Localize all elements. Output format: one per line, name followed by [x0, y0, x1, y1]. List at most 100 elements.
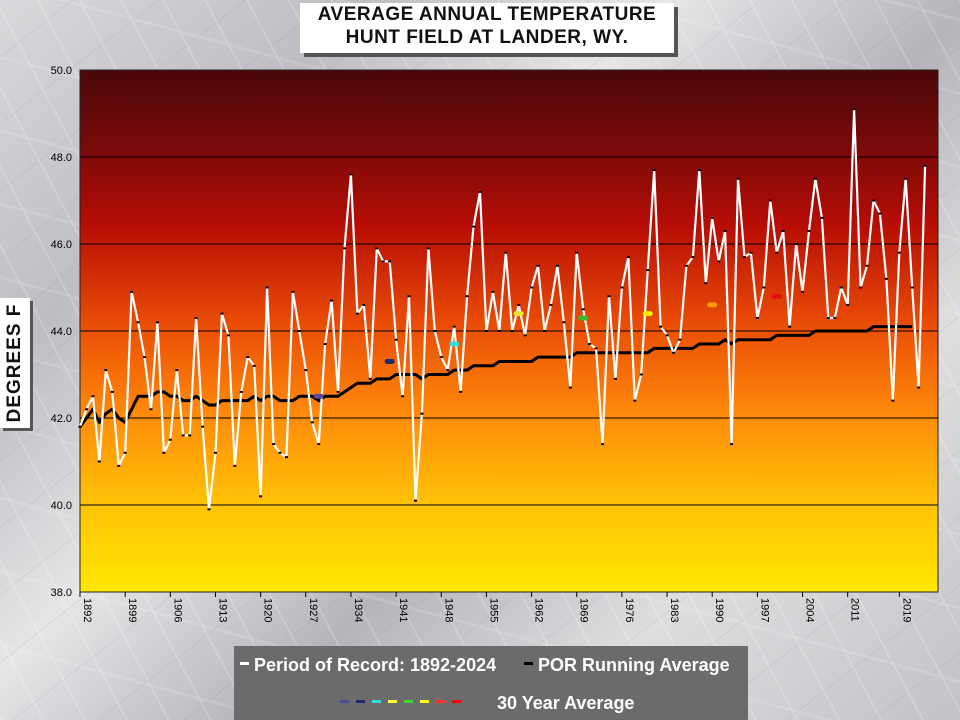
y-tick-label: 40.0	[51, 500, 72, 512]
data-point	[781, 229, 785, 232]
x-tick-label: 2019	[900, 598, 912, 622]
x-tick-label: 1948	[442, 598, 454, 622]
data-point	[768, 199, 772, 202]
data-point	[594, 347, 598, 350]
data-point	[381, 260, 385, 263]
data-point	[259, 495, 263, 498]
data-point	[233, 464, 237, 467]
x-tick-label: 1976	[623, 598, 635, 622]
data-point	[84, 408, 88, 411]
data-point	[839, 286, 843, 289]
data-point	[549, 303, 553, 306]
data-point	[646, 269, 650, 272]
chart-title: AVERAGE ANNUAL TEMPERATURE	[317, 4, 657, 25]
data-point	[155, 321, 159, 324]
data-point	[278, 451, 282, 454]
data-point	[517, 303, 521, 306]
legend-swatch-30yr	[404, 700, 413, 703]
data-point	[684, 264, 688, 267]
y-axis-label-box: DEGREES F	[0, 298, 30, 428]
y-tick-label: 44.0	[51, 326, 72, 338]
x-tick-label: 1955	[487, 598, 499, 622]
x-tick-label: 1969	[578, 598, 590, 622]
data-point	[368, 377, 372, 380]
data-point	[820, 216, 824, 219]
data-point	[401, 395, 405, 398]
data-point	[284, 456, 288, 459]
data-point	[510, 330, 514, 332]
data-point	[749, 251, 753, 254]
data-point	[672, 351, 676, 354]
data-point	[762, 286, 766, 289]
data-point	[446, 369, 450, 372]
plot-border	[79, 69, 939, 593]
thirty-year-marker	[642, 311, 653, 317]
thirty-year-marker	[707, 302, 718, 308]
data-point	[362, 303, 366, 306]
data-point	[536, 264, 540, 267]
data-point	[801, 290, 805, 293]
data-point	[652, 169, 656, 172]
x-tick-label: 1920	[262, 598, 274, 622]
data-point	[884, 277, 888, 280]
data-point	[917, 386, 921, 389]
legend-swatch-30yr	[388, 700, 397, 703]
legend-swatches	[240, 662, 533, 703]
legend-swatch-30yr	[436, 700, 445, 703]
x-tick-label: 1983	[668, 598, 680, 622]
data-point	[252, 364, 256, 367]
data-point	[730, 443, 734, 446]
thirty-year-marker	[513, 311, 524, 317]
data-point	[697, 169, 701, 172]
data-point	[420, 412, 424, 415]
data-point	[297, 330, 301, 332]
data-point	[220, 312, 224, 315]
data-point	[710, 216, 714, 219]
data-point	[742, 256, 746, 259]
data-point	[736, 177, 740, 180]
x-tick-label: 1892	[81, 598, 93, 622]
thirty-year-marker	[313, 393, 324, 399]
data-point	[788, 325, 792, 328]
data-point	[226, 334, 230, 337]
data-point	[859, 286, 863, 289]
data-point	[265, 286, 269, 289]
data-point	[239, 390, 243, 393]
data-point	[272, 443, 276, 446]
y-tick-label: 42.0	[51, 413, 72, 425]
data-point	[413, 499, 417, 502]
data-point	[833, 316, 837, 319]
data-point	[497, 330, 501, 332]
data-point	[459, 390, 463, 393]
data-point	[704, 282, 708, 285]
x-tick-label: 2004	[804, 598, 816, 622]
data-point	[478, 190, 482, 193]
data-point	[691, 256, 695, 259]
data-point	[865, 264, 869, 267]
data-point	[852, 108, 856, 111]
data-point	[168, 438, 172, 441]
x-tick-label: 1906	[171, 598, 183, 622]
data-point	[910, 286, 914, 289]
data-point	[355, 312, 359, 315]
data-point	[91, 395, 95, 398]
chart-subtitle: HUNT FIELD AT LANDER, WY.	[345, 27, 629, 48]
legend-swatch-30yr	[420, 700, 429, 703]
data-point	[188, 434, 192, 437]
legend-swatches-30yr	[340, 700, 461, 703]
data-point	[775, 251, 779, 254]
data-point	[678, 338, 682, 341]
data-point	[342, 247, 346, 250]
data-point	[110, 390, 114, 393]
x-tick-label: 1941	[397, 598, 409, 622]
data-point	[813, 177, 817, 180]
y-tick-labels: 38.0 40.0 42.0 44.0 46.0 48.0 50.0	[51, 65, 72, 599]
data-point	[181, 434, 185, 437]
x-tick-label: 1962	[533, 598, 545, 622]
data-point	[201, 425, 205, 428]
data-point	[388, 260, 392, 263]
data-point	[136, 321, 140, 324]
data-point	[891, 399, 895, 402]
legend-swatch-running-average	[524, 662, 533, 665]
data-point	[504, 251, 508, 254]
